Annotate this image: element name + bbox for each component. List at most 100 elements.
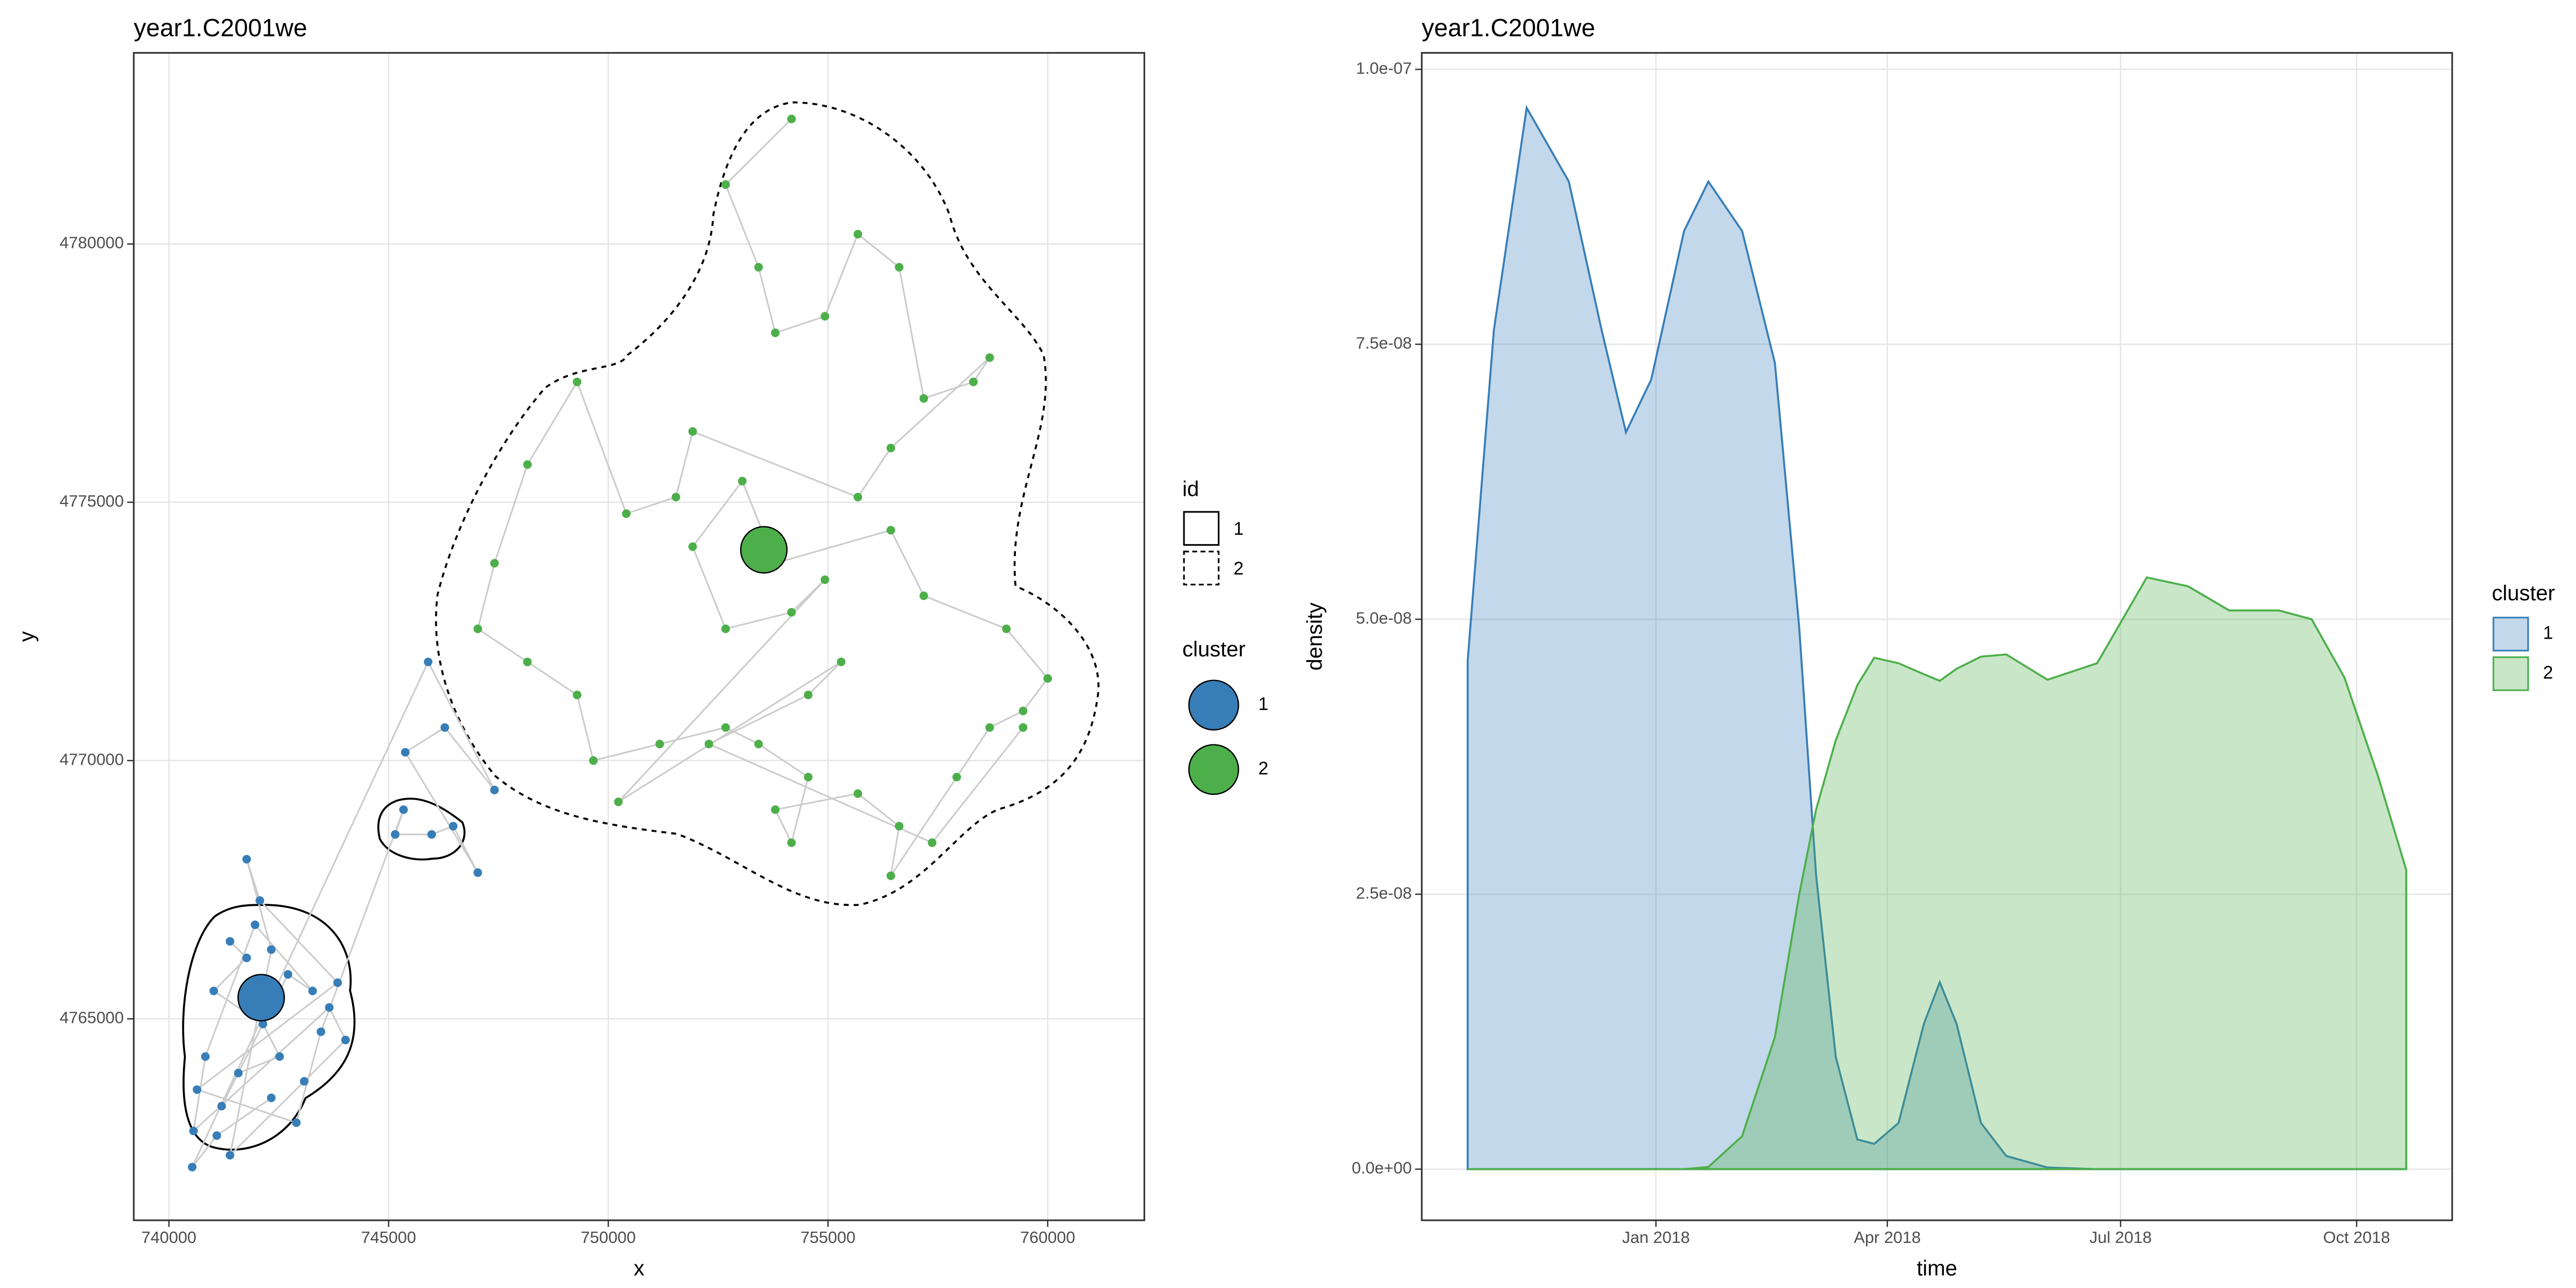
x-tick-label: Jan 2018 <box>1622 1228 1690 1247</box>
home-range-contour <box>182 904 356 1151</box>
location-point <box>655 740 664 749</box>
location-point <box>853 230 862 239</box>
x-axis-title: time <box>1916 1257 1957 1280</box>
location-point <box>589 756 598 765</box>
legend-title: id <box>1182 477 1199 501</box>
panel-border <box>133 52 1145 1221</box>
legend-label: 1 <box>2543 623 2553 643</box>
location-point <box>423 657 433 667</box>
location-point <box>721 723 730 732</box>
location-point <box>886 525 895 535</box>
y-tick-label: 7.5e-08 <box>1356 334 1411 353</box>
chart-title: year1.C2001we <box>134 14 307 42</box>
location-point <box>803 772 813 781</box>
x-axis-title: x <box>634 1257 645 1280</box>
centroid <box>740 526 788 574</box>
location-point <box>1019 706 1028 715</box>
centroid <box>237 974 285 1022</box>
location-point <box>614 797 623 807</box>
location-point <box>523 657 532 667</box>
location-point <box>573 690 582 699</box>
legend-label: 2 <box>1233 558 1243 579</box>
location-point <box>333 978 342 987</box>
location-point <box>225 937 235 946</box>
legend-key <box>1188 744 1239 795</box>
location-point <box>193 1085 202 1094</box>
home-range-contour <box>377 797 466 861</box>
x-tick-label: Jul 2018 <box>2089 1228 2151 1247</box>
x-tick-label: 750000 <box>581 1228 636 1247</box>
x-tick-label: 755000 <box>801 1228 856 1247</box>
location-point <box>704 740 713 749</box>
location-point <box>771 805 780 814</box>
location-point <box>258 1020 267 1029</box>
location-point <box>787 838 796 847</box>
location-point <box>201 1052 210 1061</box>
location-point <box>787 608 796 617</box>
y-tick-label: 4780000 <box>60 233 124 252</box>
location-point <box>267 945 276 954</box>
location-point <box>234 1069 243 1078</box>
location-point <box>969 377 978 386</box>
location-point <box>473 868 482 877</box>
x-tick-label: 745000 <box>361 1228 416 1247</box>
location-point <box>225 1151 235 1160</box>
location-point <box>255 896 265 905</box>
legend-label: 2 <box>1258 758 1269 779</box>
legend-label: 1 <box>1258 694 1269 714</box>
panel-border <box>1421 52 2453 1221</box>
y-tick-label: 4765000 <box>60 1008 124 1027</box>
location-point <box>473 624 482 633</box>
location-point <box>391 830 400 839</box>
location-point <box>853 789 862 798</box>
legend-key <box>1183 511 1220 546</box>
location-point <box>688 427 697 436</box>
y-tick-label: 1.0e-07 <box>1356 58 1411 77</box>
location-point <box>738 477 747 486</box>
location-point <box>399 805 408 814</box>
location-point <box>919 394 928 403</box>
location-point <box>490 786 499 795</box>
location-point <box>188 1162 197 1172</box>
location-point <box>821 575 830 584</box>
location-point <box>217 1102 226 1111</box>
home-range-contour <box>435 101 1100 906</box>
location-point <box>688 542 697 551</box>
location-point <box>837 657 846 667</box>
location-point <box>927 838 936 847</box>
location-point <box>985 723 994 732</box>
location-point <box>267 1093 276 1102</box>
location-point <box>440 723 449 732</box>
location-point <box>317 1027 326 1036</box>
legend-key <box>2492 656 2529 691</box>
location-point <box>1019 723 1028 732</box>
y-tick-label: 4770000 <box>60 750 124 769</box>
location-point <box>895 822 904 831</box>
location-point <box>189 1126 198 1136</box>
x-tick-label: 760000 <box>1020 1228 1075 1247</box>
location-point <box>1043 674 1052 683</box>
location-point <box>341 1035 350 1044</box>
location-point <box>985 353 994 362</box>
location-point <box>242 953 251 962</box>
x-tick-label: Apr 2018 <box>1854 1228 1921 1247</box>
legend-label: 2 <box>2543 662 2553 683</box>
location-point <box>275 1052 284 1061</box>
location-point <box>721 180 730 189</box>
location-point <box>292 1118 301 1127</box>
density-area <box>1467 576 2407 1170</box>
location-point <box>283 970 292 979</box>
legend-label: 1 <box>1233 519 1243 539</box>
legend-title: cluster <box>1182 638 1246 661</box>
location-point <box>895 262 904 272</box>
location-point <box>754 740 763 749</box>
location-point <box>251 920 260 930</box>
location-point <box>401 748 410 757</box>
legend-key <box>2492 617 2529 652</box>
location-point <box>952 772 961 781</box>
trajectory <box>477 118 1049 876</box>
track-panel: year1.C2001we 740000 745000 750000 755000 760… <box>15 14 1269 1280</box>
